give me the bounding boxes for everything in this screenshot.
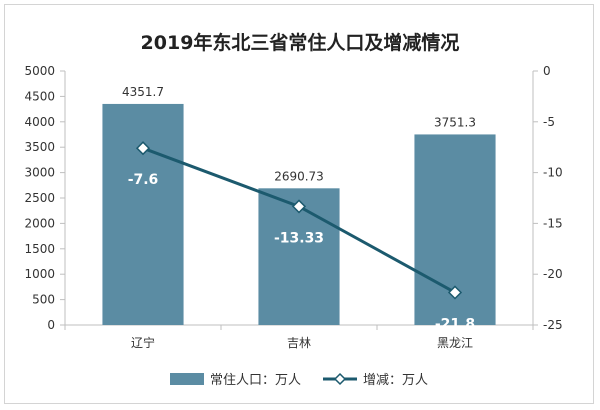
line-point-marker[interactable] — [447, 285, 463, 300]
legend-line-marker — [333, 372, 347, 386]
bar[interactable] — [102, 103, 184, 325]
y-left-tick-label: 0 — [47, 318, 55, 332]
line-value-label: -21.8 — [435, 316, 475, 332]
y-left-tick-label: 1500 — [24, 242, 55, 256]
line-point-marker[interactable] — [291, 199, 307, 214]
x-tick-label: 黑龙江 — [437, 336, 473, 350]
y-left-tick-label: 3000 — [24, 166, 55, 180]
chart-title: 2019年东北三省常住人口及增减情况 — [141, 31, 460, 54]
x-tick-label: 辽宁 — [131, 335, 155, 350]
legend-bar-label: 常住人口：万人 — [210, 373, 301, 388]
y-left-tick-label: 3500 — [24, 140, 55, 154]
legend-line-label: 增减：万人 — [363, 373, 428, 388]
y-right-tick-label: -15 — [543, 216, 563, 230]
line-value-label: -13.33 — [274, 230, 324, 246]
bar-value-label: 2690.73 — [274, 169, 324, 183]
y-right-tick-label: -10 — [543, 166, 563, 180]
bar-value-label: 4351.7 — [122, 85, 164, 99]
y-left-tick-label: 4000 — [24, 115, 55, 129]
y-left-tick-label: 4500 — [24, 89, 55, 103]
chart-frame: 2019年东北三省常住人口及增减情况 0 500 1000 1500 2000 2500 3… — [4, 4, 594, 404]
y-left-tick-label: 1000 — [24, 267, 55, 281]
chart-svg: 2019年东北三省常住人口及增减情况 0 500 1000 1500 2000 2500 3… — [24, 31, 562, 388]
y-left-tick-label: 2500 — [24, 191, 55, 205]
y-left-tick-label: 5000 — [24, 64, 55, 78]
y-left-tick-label: 2000 — [24, 216, 55, 230]
plot-area: 0 500 1000 1500 2000 2500 3000 3500 4000 4500 5000… — [24, 64, 562, 350]
y-right-tick-label: -20 — [543, 267, 563, 281]
x-tick-label: 吉林 — [287, 336, 311, 350]
y-right-tick-label: 0 — [543, 64, 551, 78]
y-left-tick-label: 500 — [32, 293, 55, 307]
legend: 常住人口：万人 增减：万人 — [170, 372, 428, 388]
legend-bar-swatch — [170, 373, 204, 385]
line-value-label: -7.6 — [128, 172, 159, 188]
line-point-marker[interactable] — [135, 141, 151, 156]
y-right-tick-label: -5 — [543, 115, 555, 129]
y-right-tick-label: -25 — [543, 318, 563, 332]
bar-value-label: 3751.3 — [434, 115, 476, 129]
